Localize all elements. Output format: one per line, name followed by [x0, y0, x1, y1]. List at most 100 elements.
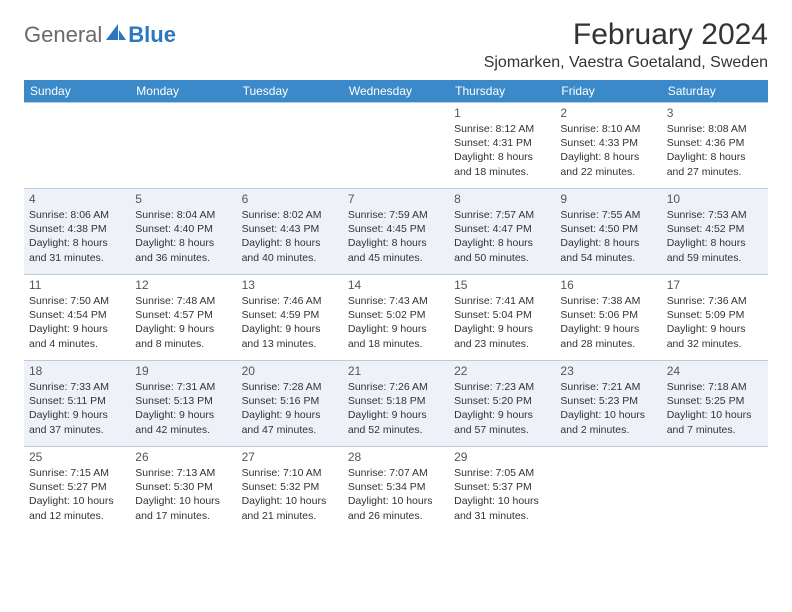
daylight-line: and 36 minutes.: [135, 251, 231, 265]
daylight-line: and 12 minutes.: [29, 509, 125, 523]
calendar-day-cell: 10Sunrise: 7:53 AMSunset: 4:52 PMDayligh…: [662, 189, 768, 275]
daylight-line: Daylight: 9 hours: [454, 322, 550, 336]
sunset-line: Sunset: 5:30 PM: [135, 480, 231, 494]
calendar-day-cell: 11Sunrise: 7:50 AMSunset: 4:54 PMDayligh…: [24, 275, 130, 361]
calendar-day-cell: 21Sunrise: 7:26 AMSunset: 5:18 PMDayligh…: [343, 361, 449, 447]
calendar-day-cell: 4Sunrise: 8:06 AMSunset: 4:38 PMDaylight…: [24, 189, 130, 275]
calendar-week-row: 11Sunrise: 7:50 AMSunset: 4:54 PMDayligh…: [24, 275, 768, 361]
day-number: 2: [560, 106, 656, 120]
page-header: General Blue February 2024 Sjomarken, Va…: [24, 18, 768, 72]
day-number: 29: [454, 450, 550, 464]
calendar-day-cell: 9Sunrise: 7:55 AMSunset: 4:50 PMDaylight…: [555, 189, 661, 275]
calendar-week-row: 18Sunrise: 7:33 AMSunset: 5:11 PMDayligh…: [24, 361, 768, 447]
sunset-line: Sunset: 4:43 PM: [242, 222, 338, 236]
location-subtitle: Sjomarken, Vaestra Goetaland, Sweden: [484, 54, 768, 72]
sunrise-line: Sunrise: 7:31 AM: [135, 380, 231, 394]
sunrise-line: Sunrise: 7:57 AM: [454, 208, 550, 222]
day-number: 1: [454, 106, 550, 120]
weekday-header: Sunday: [24, 80, 130, 103]
daylight-line: Daylight: 9 hours: [348, 408, 444, 422]
calendar-day-cell: 12Sunrise: 7:48 AMSunset: 4:57 PMDayligh…: [130, 275, 236, 361]
sunset-line: Sunset: 4:45 PM: [348, 222, 444, 236]
sunrise-line: Sunrise: 7:15 AM: [29, 466, 125, 480]
logo-text-general: General: [24, 22, 102, 48]
calendar-day-cell: 20Sunrise: 7:28 AMSunset: 5:16 PMDayligh…: [237, 361, 343, 447]
sunset-line: Sunset: 5:18 PM: [348, 394, 444, 408]
sunrise-line: Sunrise: 7:18 AM: [667, 380, 763, 394]
daylight-line: and 21 minutes.: [242, 509, 338, 523]
calendar-day-cell: 8Sunrise: 7:57 AMSunset: 4:47 PMDaylight…: [449, 189, 555, 275]
calendar-day-cell: 27Sunrise: 7:10 AMSunset: 5:32 PMDayligh…: [237, 447, 343, 533]
calendar-day-cell: 25Sunrise: 7:15 AMSunset: 5:27 PMDayligh…: [24, 447, 130, 533]
day-number: 28: [348, 450, 444, 464]
sunset-line: Sunset: 4:40 PM: [135, 222, 231, 236]
calendar-day-cell: 15Sunrise: 7:41 AMSunset: 5:04 PMDayligh…: [449, 275, 555, 361]
daylight-line: and 23 minutes.: [454, 337, 550, 351]
daylight-line: Daylight: 8 hours: [560, 236, 656, 250]
calendar-day-cell: 5Sunrise: 8:04 AMSunset: 4:40 PMDaylight…: [130, 189, 236, 275]
calendar-day-cell: 13Sunrise: 7:46 AMSunset: 4:59 PMDayligh…: [237, 275, 343, 361]
calendar-day-cell: 17Sunrise: 7:36 AMSunset: 5:09 PMDayligh…: [662, 275, 768, 361]
title-block: February 2024 Sjomarken, Vaestra Goetala…: [484, 18, 768, 72]
calendar-day-cell: 2Sunrise: 8:10 AMSunset: 4:33 PMDaylight…: [555, 103, 661, 189]
day-number: 18: [29, 364, 125, 378]
logo: General Blue: [24, 18, 176, 48]
daylight-line: and 31 minutes.: [454, 509, 550, 523]
daylight-line: and 4 minutes.: [29, 337, 125, 351]
day-number: 10: [667, 192, 763, 206]
sunrise-line: Sunrise: 7:10 AM: [242, 466, 338, 480]
calendar-week-row: 25Sunrise: 7:15 AMSunset: 5:27 PMDayligh…: [24, 447, 768, 533]
calendar-day-cell: 29Sunrise: 7:05 AMSunset: 5:37 PMDayligh…: [449, 447, 555, 533]
sunset-line: Sunset: 5:25 PM: [667, 394, 763, 408]
calendar-day-cell: 6Sunrise: 8:02 AMSunset: 4:43 PMDaylight…: [237, 189, 343, 275]
weekday-header: Wednesday: [343, 80, 449, 103]
daylight-line: Daylight: 9 hours: [29, 322, 125, 336]
weekday-header: Monday: [130, 80, 236, 103]
calendar-week-row: 1Sunrise: 8:12 AMSunset: 4:31 PMDaylight…: [24, 103, 768, 189]
logo-text-blue: Blue: [128, 22, 176, 48]
sunrise-line: Sunrise: 7:48 AM: [135, 294, 231, 308]
daylight-line: Daylight: 8 hours: [667, 150, 763, 164]
calendar-day-cell: 22Sunrise: 7:23 AMSunset: 5:20 PMDayligh…: [449, 361, 555, 447]
weekday-header: Tuesday: [237, 80, 343, 103]
sunset-line: Sunset: 5:09 PM: [667, 308, 763, 322]
daylight-line: and 52 minutes.: [348, 423, 444, 437]
calendar-day-cell: [555, 447, 661, 533]
calendar-day-cell: 26Sunrise: 7:13 AMSunset: 5:30 PMDayligh…: [130, 447, 236, 533]
sunset-line: Sunset: 4:59 PM: [242, 308, 338, 322]
daylight-line: and 17 minutes.: [135, 509, 231, 523]
day-number: 9: [560, 192, 656, 206]
daylight-line: Daylight: 10 hours: [242, 494, 338, 508]
day-number: 19: [135, 364, 231, 378]
sunrise-line: Sunrise: 7:28 AM: [242, 380, 338, 394]
sunset-line: Sunset: 4:50 PM: [560, 222, 656, 236]
daylight-line: Daylight: 10 hours: [29, 494, 125, 508]
sunrise-line: Sunrise: 7:38 AM: [560, 294, 656, 308]
calendar-day-cell: 28Sunrise: 7:07 AMSunset: 5:34 PMDayligh…: [343, 447, 449, 533]
calendar-day-cell: [130, 103, 236, 189]
daylight-line: Daylight: 9 hours: [29, 408, 125, 422]
day-number: 22: [454, 364, 550, 378]
day-number: 7: [348, 192, 444, 206]
calendar-day-cell: 14Sunrise: 7:43 AMSunset: 5:02 PMDayligh…: [343, 275, 449, 361]
sunrise-line: Sunrise: 7:50 AM: [29, 294, 125, 308]
sunrise-line: Sunrise: 8:04 AM: [135, 208, 231, 222]
day-number: 25: [29, 450, 125, 464]
daylight-line: Daylight: 8 hours: [135, 236, 231, 250]
sunset-line: Sunset: 4:47 PM: [454, 222, 550, 236]
daylight-line: and 7 minutes.: [667, 423, 763, 437]
sunset-line: Sunset: 5:16 PM: [242, 394, 338, 408]
daylight-line: Daylight: 10 hours: [560, 408, 656, 422]
daylight-line: Daylight: 9 hours: [242, 322, 338, 336]
sunrise-line: Sunrise: 7:33 AM: [29, 380, 125, 394]
daylight-line: and 57 minutes.: [454, 423, 550, 437]
calendar-day-cell: 16Sunrise: 7:38 AMSunset: 5:06 PMDayligh…: [555, 275, 661, 361]
calendar-day-cell: 24Sunrise: 7:18 AMSunset: 5:25 PMDayligh…: [662, 361, 768, 447]
daylight-line: and 37 minutes.: [29, 423, 125, 437]
daylight-line: Daylight: 10 hours: [135, 494, 231, 508]
sunset-line: Sunset: 4:57 PM: [135, 308, 231, 322]
daylight-line: and 2 minutes.: [560, 423, 656, 437]
daylight-line: and 45 minutes.: [348, 251, 444, 265]
sunset-line: Sunset: 4:31 PM: [454, 136, 550, 150]
sunrise-line: Sunrise: 7:41 AM: [454, 294, 550, 308]
